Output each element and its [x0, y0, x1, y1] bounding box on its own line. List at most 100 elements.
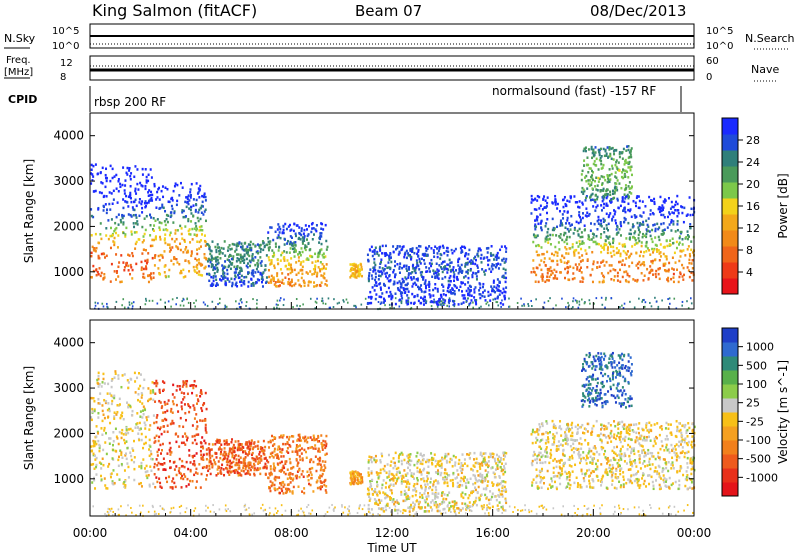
power-cell: [388, 256, 391, 259]
power-cell: [670, 221, 673, 224]
power-cell: [250, 284, 253, 287]
power-cell: [443, 266, 446, 269]
power-cell: [621, 244, 624, 248]
power-cell: [324, 255, 327, 258]
velocity-cell: [474, 488, 477, 492]
velocity-cell: [307, 446, 310, 450]
power-cell: [682, 249, 685, 252]
velocity-cell: [139, 410, 142, 413]
power-cell: [671, 211, 674, 214]
power-cell: [235, 245, 238, 248]
velocity-cell: [233, 454, 236, 458]
power-cell: [272, 255, 275, 258]
power-cell: [241, 259, 244, 263]
power-cell: [600, 296, 603, 299]
power-cell: [203, 192, 206, 195]
power-cell: [613, 196, 616, 200]
power-cell: [441, 304, 443, 307]
power-cell: [462, 301, 465, 304]
velocity-cell: [280, 460, 283, 464]
power-cell: [376, 252, 379, 255]
velocity-cell: [323, 483, 326, 487]
power-cell: [147, 179, 150, 183]
velocity-cell: [97, 416, 100, 419]
velocity-cell: [218, 446, 221, 449]
power-cell: [460, 263, 463, 267]
power-cell: [456, 278, 459, 281]
power-cell: [605, 189, 608, 193]
power-cell: [268, 258, 271, 262]
velocity-cell: [269, 439, 272, 443]
power-cell: [349, 276, 352, 279]
velocity-cell: [115, 413, 118, 416]
velocity-cell: [371, 487, 374, 491]
power-cell: [623, 270, 626, 274]
velocity-cell: [171, 480, 174, 483]
power-cell: [236, 265, 239, 268]
power-cell: [447, 268, 450, 271]
velocity-cell: [499, 456, 502, 460]
power-cell: [661, 299, 663, 302]
power-cell: [370, 274, 373, 277]
velocity-cell: [104, 441, 107, 444]
power-cell: [104, 203, 107, 206]
power-cell: [453, 300, 456, 303]
power-cell: [614, 171, 617, 174]
velocity-cell: [242, 457, 245, 461]
power-cell: [407, 252, 410, 255]
power-cell: [607, 229, 610, 232]
velocity-cell: [91, 407, 94, 411]
power-cell: [174, 232, 177, 235]
power-cell: [419, 262, 422, 265]
power-cell: [564, 226, 567, 230]
velocity-cell: [130, 413, 133, 417]
velocity-cell: [148, 428, 151, 431]
velocity-cell: [306, 470, 309, 474]
power-cell: [150, 190, 153, 194]
power-cell: [264, 281, 267, 284]
power-cell: [671, 267, 674, 270]
velocity-cell: [170, 422, 173, 425]
velocity-cell: [172, 402, 175, 406]
power-cell: [579, 260, 582, 263]
velocity-cell: [155, 476, 158, 479]
velocity-cell: [143, 467, 146, 470]
velocity-cell: [256, 457, 259, 460]
power-cell: [407, 272, 410, 275]
power-cell: [123, 192, 126, 195]
power-cell: [195, 225, 198, 228]
velocity-cell: [318, 456, 321, 460]
velocity-cell: [157, 448, 160, 451]
power-cell: [324, 302, 327, 305]
velocity-cell: [116, 473, 119, 476]
power-cell: [171, 298, 174, 301]
power-cell: [547, 279, 550, 282]
velocity-cell: [100, 462, 103, 466]
velocity-cell: [199, 441, 202, 444]
power-cell: [467, 276, 470, 280]
power-cell: [627, 202, 630, 206]
power-cell: [587, 234, 590, 237]
power-cell: [153, 256, 156, 259]
power-cell: [409, 255, 412, 258]
power-cell: [357, 272, 360, 275]
power-cell: [308, 224, 311, 228]
power-cell: [289, 229, 292, 232]
power-cell: [405, 267, 408, 270]
velocity-cell: [223, 455, 226, 458]
velocity-cell: [288, 472, 291, 475]
power-cell: [317, 253, 320, 256]
power-cell: [601, 280, 604, 284]
power-cell: [656, 222, 659, 226]
power-cell: [596, 261, 599, 264]
power-cell: [583, 164, 586, 167]
power-cell: [428, 289, 431, 292]
velocity-cell: [351, 482, 354, 485]
power-cell: [233, 277, 236, 281]
power-cell: [644, 205, 647, 208]
power-cell: [581, 254, 584, 257]
power-cell: [375, 284, 378, 287]
velocity-cell: [194, 438, 197, 442]
velocity-cell: [159, 485, 162, 488]
power-cell: [281, 272, 284, 275]
